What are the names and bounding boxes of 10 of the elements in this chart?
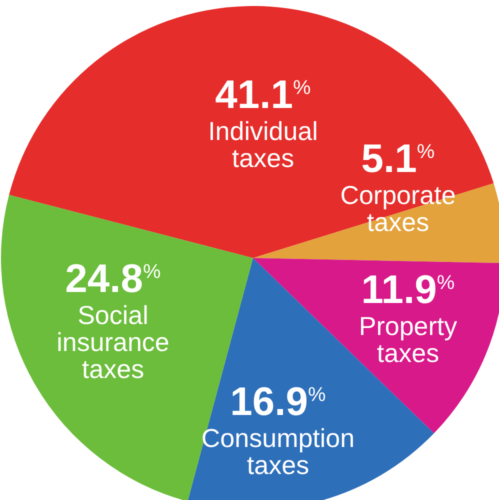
slice-label: Social insurance taxes bbox=[56, 300, 170, 384]
slice-label: Corporate taxes bbox=[340, 180, 456, 237]
data-label: 5.1$^{%}$ bbox=[361, 137, 435, 181]
slice-label: Property taxes bbox=[358, 311, 458, 368]
data-label: 11.9$^{%}$ bbox=[361, 268, 455, 312]
data-label: 16.9$^{%}$ bbox=[230, 380, 326, 424]
slice-label: Consumption taxes bbox=[201, 423, 355, 480]
slice-label: Individual taxes bbox=[208, 116, 318, 173]
data-label: 41.1$^{%}$ bbox=[215, 73, 312, 117]
data-label: 24.8$^{%}$ bbox=[65, 257, 162, 301]
